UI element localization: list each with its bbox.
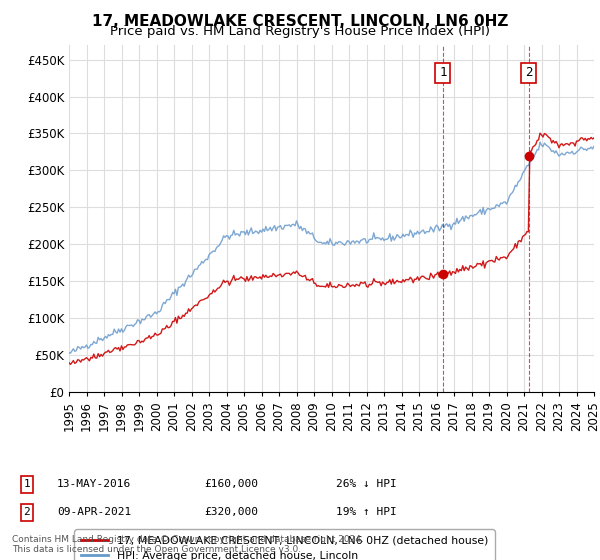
Text: 1: 1 [439, 67, 447, 80]
Text: Price paid vs. HM Land Registry's House Price Index (HPI): Price paid vs. HM Land Registry's House … [110, 25, 490, 38]
Text: 2: 2 [23, 507, 31, 517]
Text: £160,000: £160,000 [204, 479, 258, 489]
Text: 26% ↓ HPI: 26% ↓ HPI [336, 479, 397, 489]
Text: 19% ↑ HPI: 19% ↑ HPI [336, 507, 397, 517]
Text: 1: 1 [23, 479, 31, 489]
Text: 09-APR-2021: 09-APR-2021 [57, 507, 131, 517]
Text: 2: 2 [525, 67, 532, 80]
Text: Contains HM Land Registry data © Crown copyright and database right 2024.
This d: Contains HM Land Registry data © Crown c… [12, 535, 364, 554]
Legend: 17, MEADOWLAKE CRESCENT, LINCOLN, LN6 0HZ (detached house), HPI: Average price, : 17, MEADOWLAKE CRESCENT, LINCOLN, LN6 0H… [74, 529, 494, 560]
Text: £320,000: £320,000 [204, 507, 258, 517]
Text: 17, MEADOWLAKE CRESCENT, LINCOLN, LN6 0HZ: 17, MEADOWLAKE CRESCENT, LINCOLN, LN6 0H… [92, 14, 508, 29]
Text: 13-MAY-2016: 13-MAY-2016 [57, 479, 131, 489]
